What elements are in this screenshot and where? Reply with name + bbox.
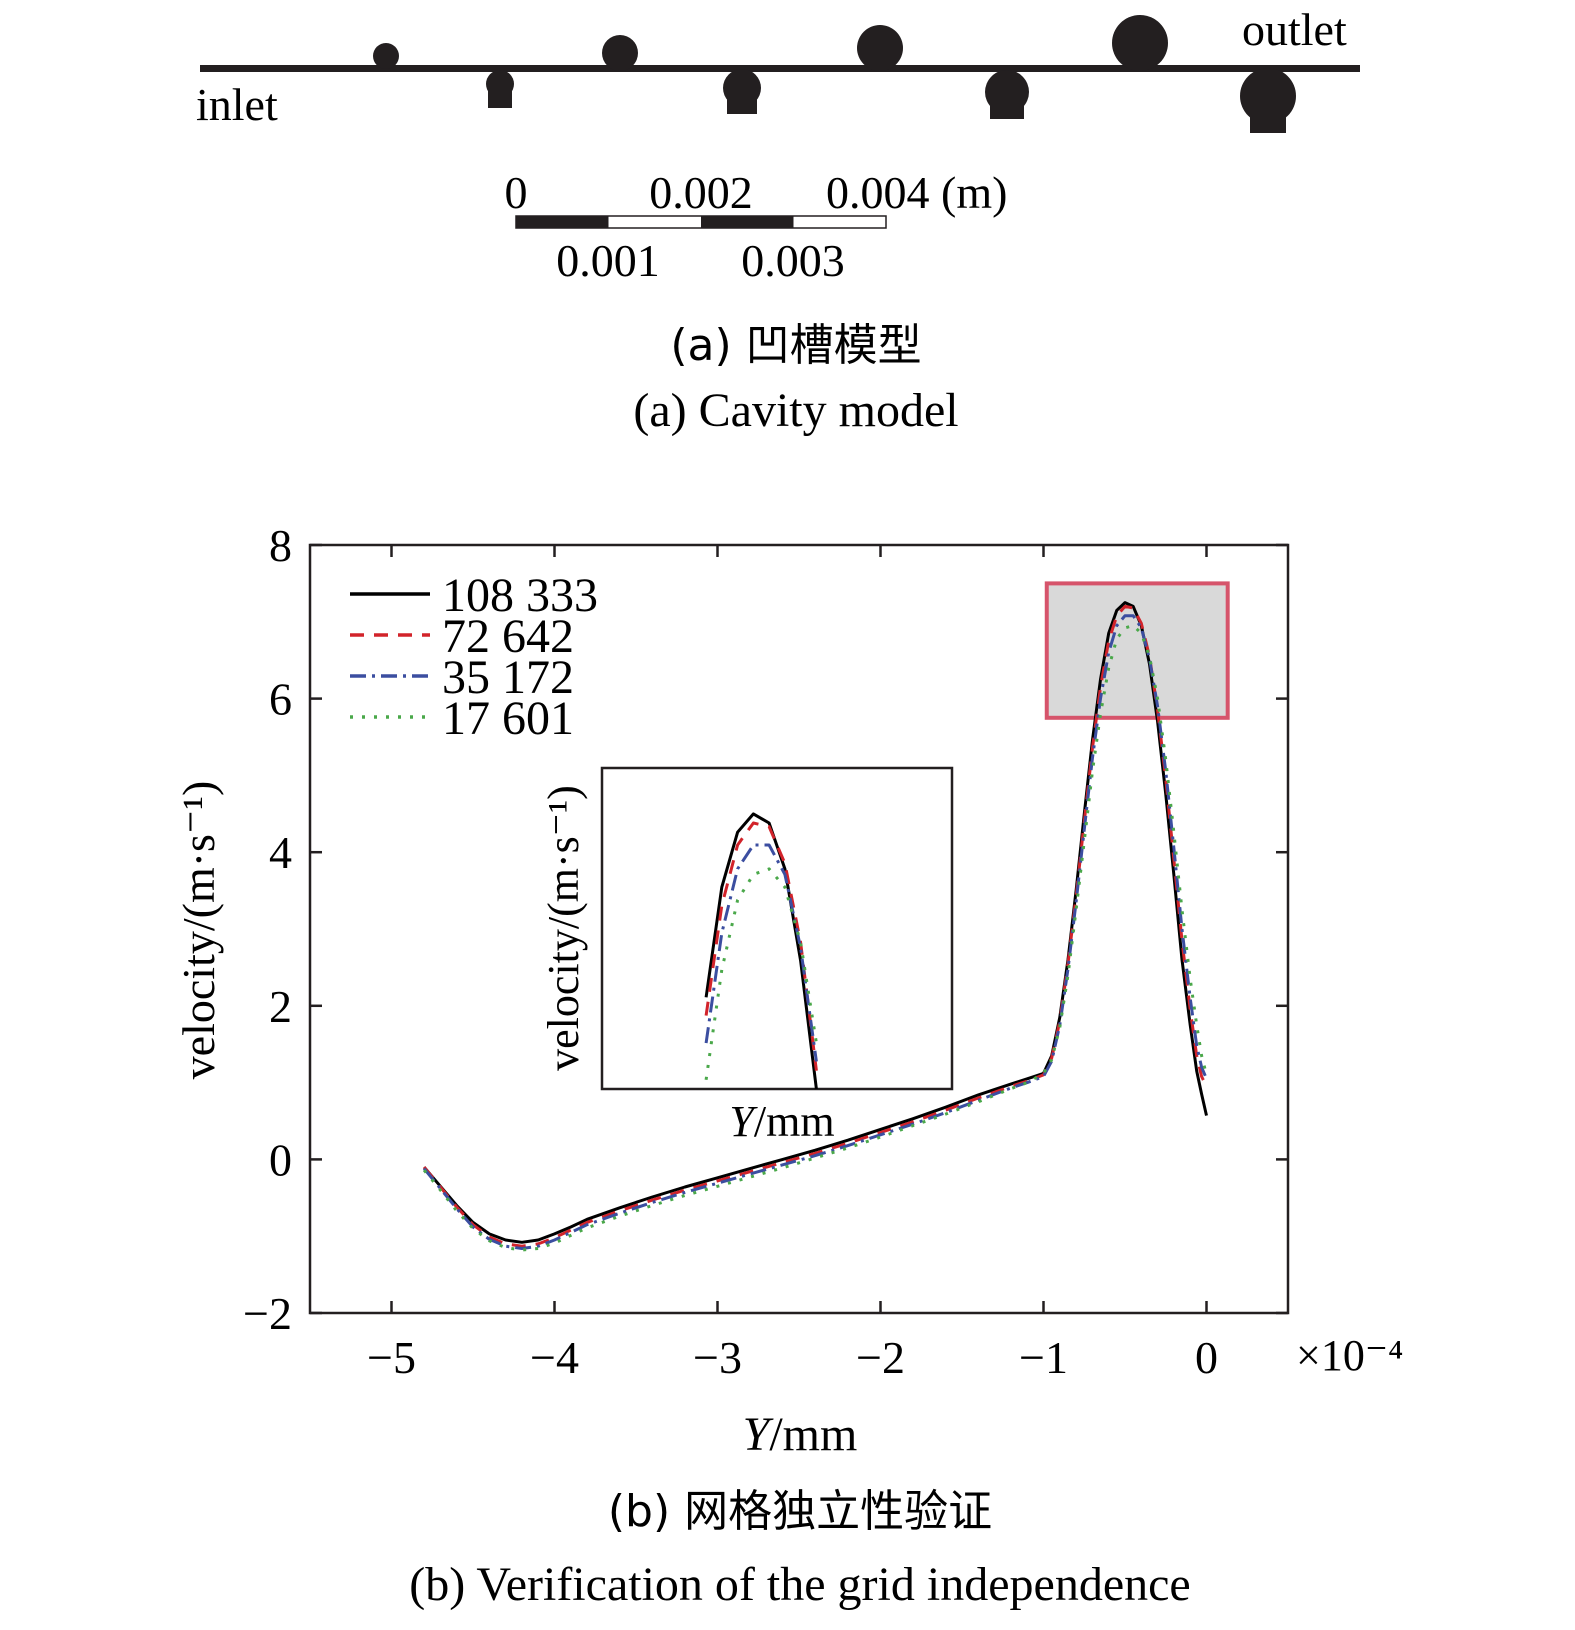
scale-label-0.002: 0.002 <box>649 167 753 218</box>
inset-series-layer <box>704 812 818 1090</box>
inset-series-line-3 <box>704 843 818 1062</box>
caption-a-en: (a) Cavity model <box>633 384 958 437</box>
legend-label-3: 35 172 <box>442 651 574 704</box>
inset: velocity/(m·s⁻¹) Y/mm <box>539 766 954 1146</box>
series-layer <box>422 601 1208 1252</box>
scale-label-0.001: 0.001 <box>556 235 660 286</box>
x-axis-label-unit: /mm <box>769 1408 857 1461</box>
x-tick-label: 0 <box>1195 1332 1218 1383</box>
caption-b-en: (b) Verification of the grid independenc… <box>409 1558 1190 1611</box>
plot-frame <box>308 543 1290 1315</box>
inset-series-line-4 <box>704 867 818 1081</box>
cavity-bottom-1 <box>486 70 514 108</box>
y-tick-label: −2 <box>243 1288 292 1339</box>
inset-x-label-unit: /mm <box>754 1097 835 1146</box>
scale-label-0.003: 0.003 <box>741 235 845 286</box>
highlight-box <box>1044 581 1230 720</box>
cavity-bottom-2 <box>723 69 761 114</box>
y-tick-label: 6 <box>269 674 292 725</box>
x-tick-label: −3 <box>693 1332 742 1383</box>
cavity-bottom-4 <box>1240 68 1296 133</box>
channel-line <box>200 65 1360 72</box>
y-tick-label: 0 <box>269 1134 292 1185</box>
y-tick-label: 2 <box>269 981 292 1032</box>
x-multiplier-label: ×10⁻⁴ <box>1296 1331 1403 1380</box>
x-axis-label-var: Y <box>743 1408 774 1461</box>
caption-a-cn: (a) 凹槽模型 <box>670 320 921 371</box>
scale-label-0.004: 0.004 (m) <box>826 167 1007 218</box>
outlet-label: outlet <box>1242 4 1347 55</box>
y-axis-label: velocity/(m·s⁻¹) <box>173 781 224 1080</box>
cavity-top-3 <box>857 25 903 71</box>
cavity-top-1 <box>373 43 399 69</box>
x-tick-label: −5 <box>367 1332 416 1383</box>
y-tick-label: 8 <box>269 520 292 571</box>
scale-bar: 0 0.002 0.004 (m) 0.001 0.003 <box>505 167 1008 286</box>
caption-b-cn: (b) 网格独立性验证 <box>608 1486 992 1537</box>
inset-frame <box>600 766 954 1091</box>
legend-label-4: 17 601 <box>442 692 574 745</box>
cavity-top-4 <box>1112 15 1168 71</box>
x-axis-label: Y/mm <box>743 1408 858 1461</box>
cavity-model: inlet outlet 0 0.002 0.004 (m) 0.001 0.0… <box>196 4 1360 437</box>
x-tick-label: −1 <box>1019 1332 1068 1383</box>
x-tick-label: −4 <box>530 1332 579 1383</box>
y-tick-label: 4 <box>269 827 292 878</box>
inset-y-label: velocity/(m·s⁻¹) <box>539 785 588 1071</box>
inset-series-line-1 <box>704 812 818 1090</box>
x-tick-label: −2 <box>856 1332 905 1383</box>
cavity-top-2 <box>602 35 638 71</box>
inlet-label: inlet <box>196 79 278 130</box>
axes: −5 −4 −3 −2 −1 0 −2 0 2 4 6 8 <box>243 520 1290 1383</box>
inset-x-label: Y/mm <box>729 1097 834 1146</box>
series-line-4 <box>422 624 1208 1252</box>
legend-label-2: 72 642 <box>442 610 574 663</box>
legend-label-1: 108 333 <box>442 569 598 622</box>
inset-x-label-var: Y <box>729 1097 758 1146</box>
cavity-bottom-3 <box>985 70 1029 119</box>
scale-label-0: 0 <box>505 167 528 218</box>
